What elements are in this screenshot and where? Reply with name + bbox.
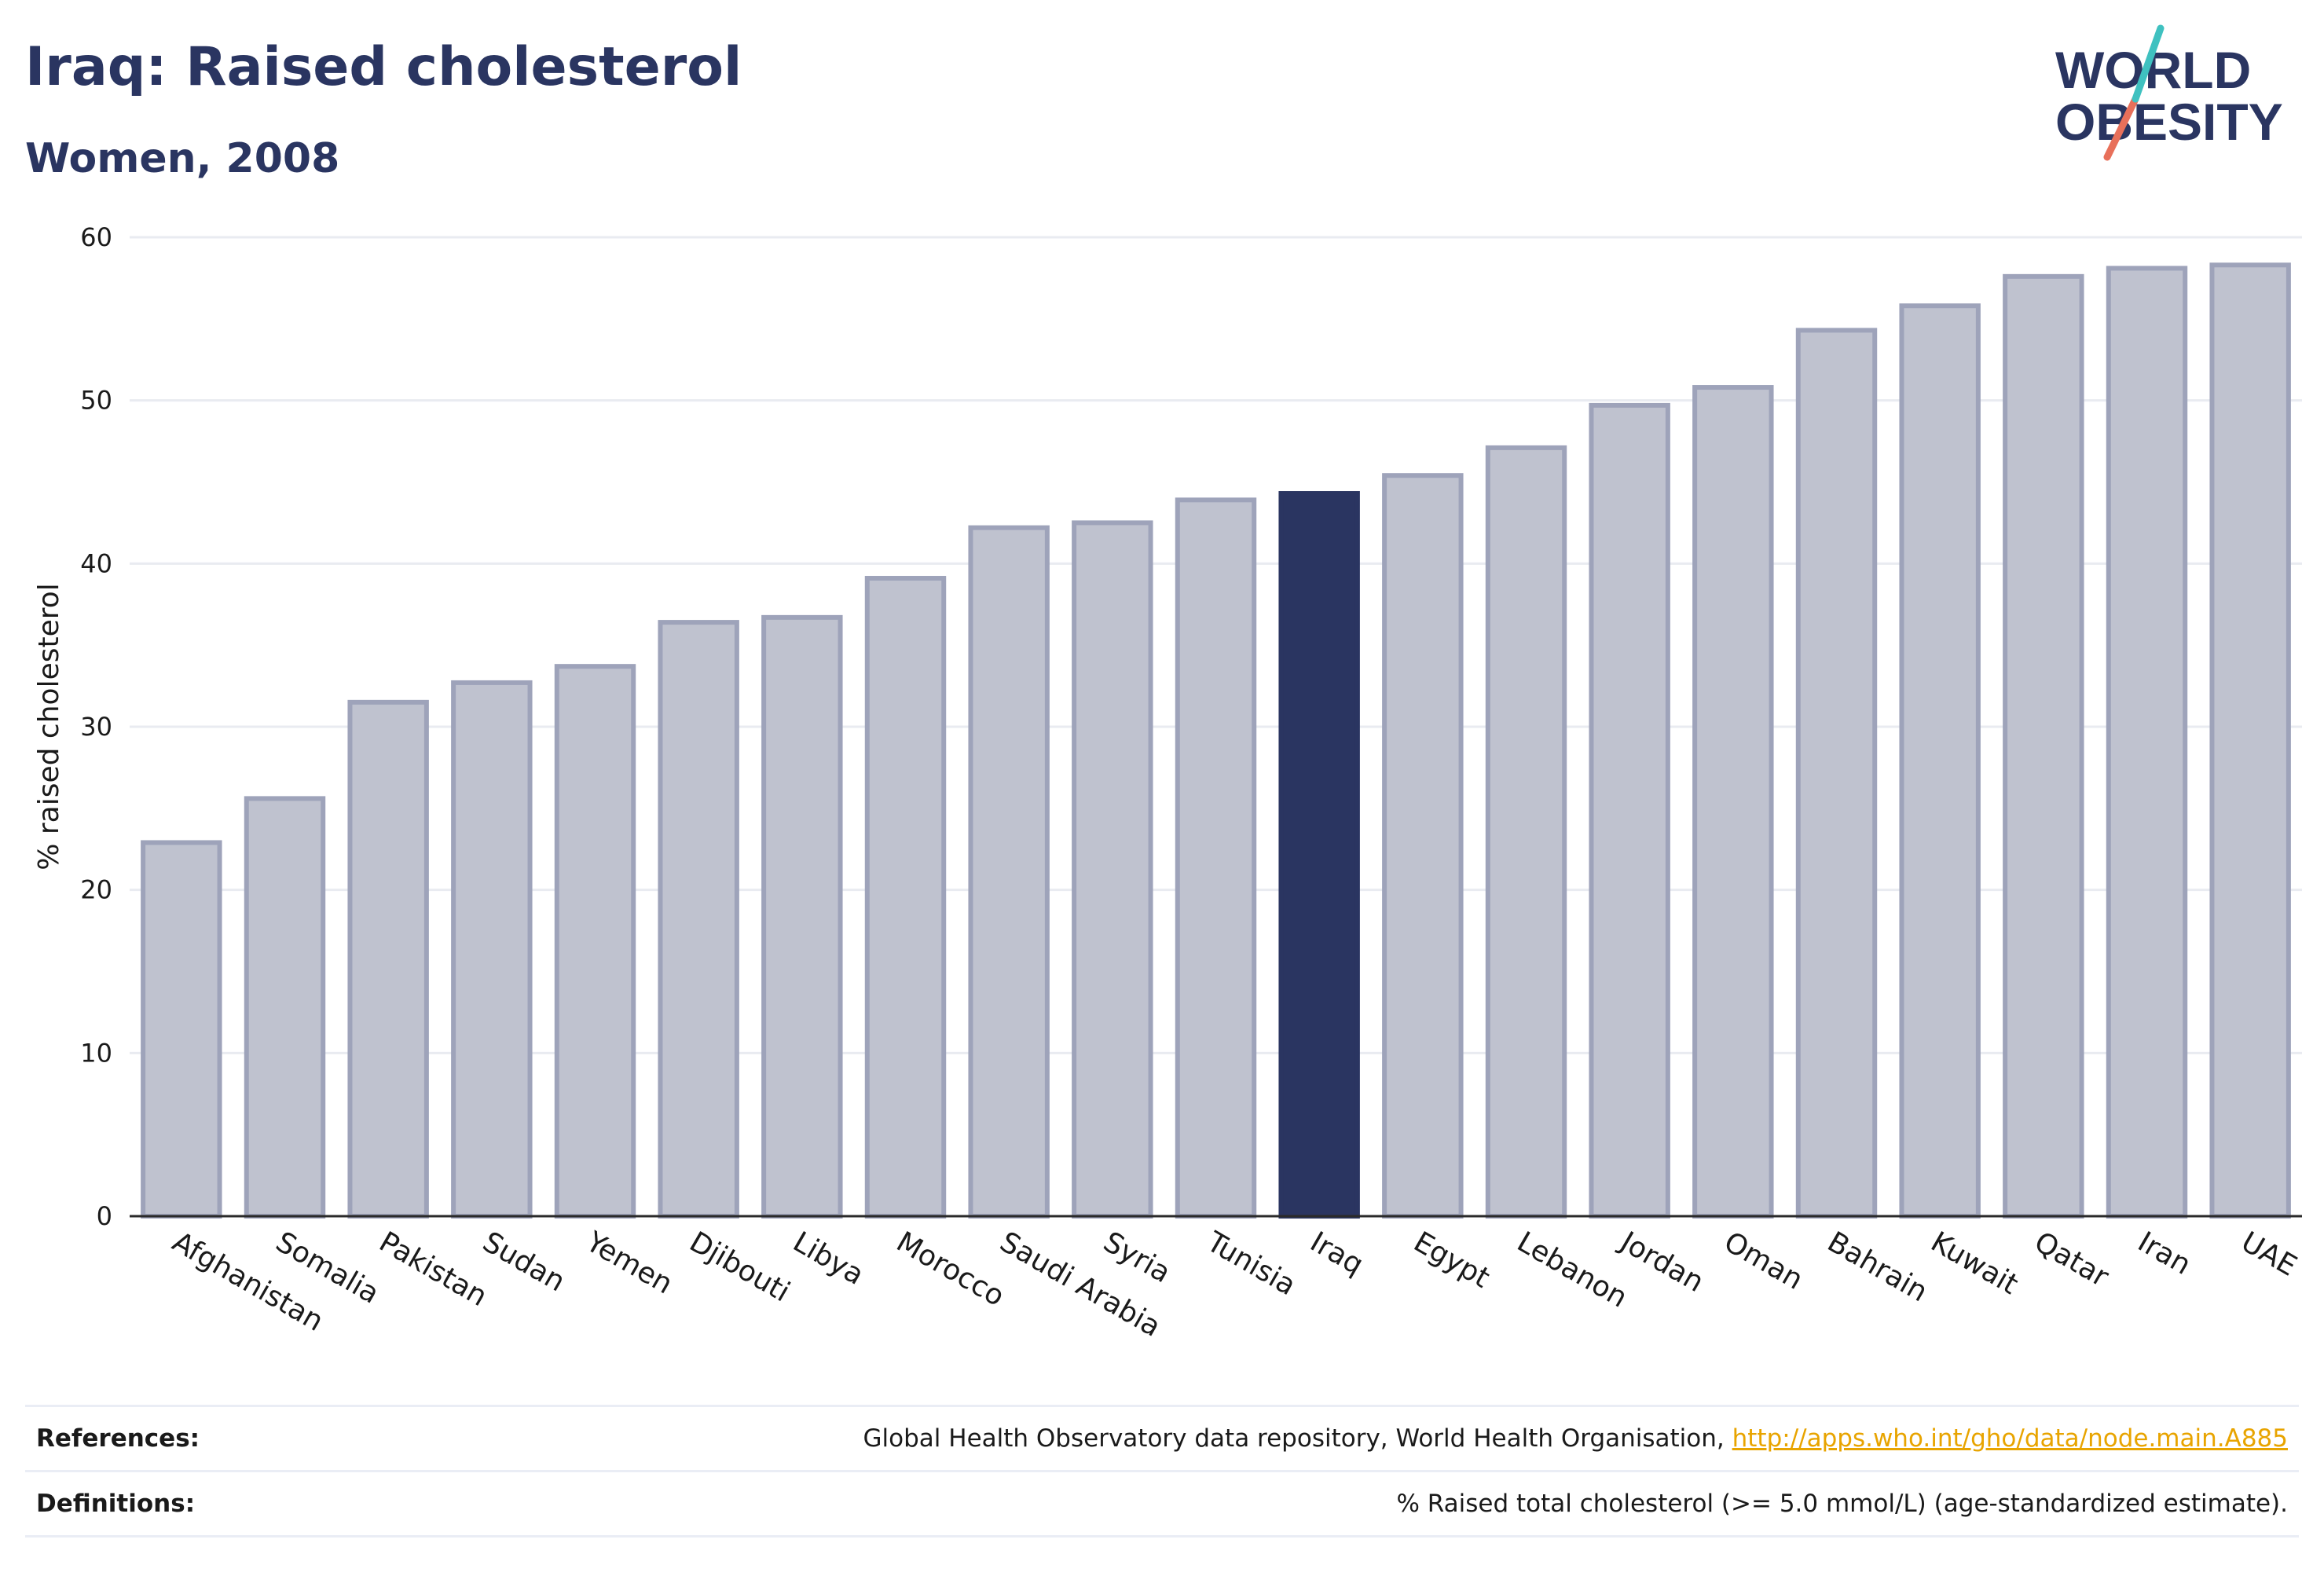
x-tick-label: Yemen xyxy=(580,1226,678,1301)
references-text: Global Health Observatory data repositor… xyxy=(863,1424,1725,1453)
bar-syria xyxy=(1072,520,1153,1219)
bar-jordan xyxy=(1589,402,1670,1219)
x-tick-label: Libya xyxy=(787,1226,869,1292)
bar-lebanon xyxy=(1485,445,1567,1219)
bar-afghanistan xyxy=(141,840,222,1219)
y-tick-label: 20 xyxy=(80,875,112,905)
x-tick-label: Sudan xyxy=(477,1226,570,1298)
bar-sudan xyxy=(451,680,533,1219)
bar-pakistan xyxy=(347,699,429,1219)
references-text-wrap: Global Health Observatory data repositor… xyxy=(863,1424,2299,1453)
y-tick-label: 50 xyxy=(80,386,112,416)
bar-tunisia xyxy=(1175,497,1257,1219)
x-tick-label: Kuwait xyxy=(1926,1226,2024,1301)
logo-line2: OBESITY xyxy=(2055,93,2283,151)
bar-egypt xyxy=(1382,473,1464,1219)
x-tick-label: Oman xyxy=(1718,1226,1808,1296)
definitions-text: % Raised total cholesterol (>= 5.0 mmol/… xyxy=(1396,1490,2288,1518)
y-axis-title: % raised cholesterol xyxy=(33,583,65,870)
x-tick-label: Tunisia xyxy=(1200,1226,1301,1302)
chart-subtitle: Women, 2008 xyxy=(25,135,340,182)
x-tick-label: UAE xyxy=(2236,1226,2302,1282)
x-tick-label: Egypt xyxy=(1408,1226,1494,1294)
bar-somalia xyxy=(244,796,326,1219)
definitions-row: Definitions: % Raised total cholesterol … xyxy=(25,1470,2299,1538)
definitions-label: Definitions: xyxy=(36,1490,196,1518)
x-tick-label: Lebanon xyxy=(1512,1226,1633,1314)
bar-kuwait xyxy=(1899,303,1981,1219)
bar-morocco xyxy=(864,576,947,1219)
references-label: References: xyxy=(36,1424,200,1453)
x-tick-label: Pakistan xyxy=(374,1226,493,1313)
bar-bahrain xyxy=(1795,328,1878,1219)
bar-oman xyxy=(1692,385,1774,1219)
x-tick-label: Bahrain xyxy=(1822,1226,1933,1308)
x-tick-label: Qatar xyxy=(2029,1226,2113,1293)
y-tick-label: 60 xyxy=(80,222,112,252)
bar-yemen xyxy=(554,664,636,1219)
bar-libya xyxy=(761,614,843,1219)
references-link[interactable]: http://apps.who.int/gho/data/node.main.A… xyxy=(1732,1424,2288,1453)
references-table: References: Global Health Observatory da… xyxy=(25,1405,2299,1538)
x-tick-label: Iraq xyxy=(1305,1226,1369,1281)
y-tick-label: 30 xyxy=(80,712,112,742)
chart-title: Iraq: Raised cholesterol xyxy=(25,36,742,98)
y-tick-label: 0 xyxy=(97,1201,112,1231)
y-tick-label: 10 xyxy=(80,1038,112,1068)
bar-uae xyxy=(2209,262,2291,1219)
references-row: References: Global Health Observatory da… xyxy=(25,1405,2299,1470)
x-tick-label: Iran xyxy=(2132,1226,2196,1281)
bar-saudi-arabia xyxy=(968,525,1050,1219)
x-tick-label: Morocco xyxy=(891,1226,1010,1313)
y-tick-label: 40 xyxy=(80,548,112,578)
x-tick-label: Djibouti xyxy=(684,1226,795,1308)
world-obesity-logo: WORLD OBESITY xyxy=(2055,24,2283,161)
bar-djibouti xyxy=(658,620,739,1219)
bar-iraq xyxy=(1278,491,1360,1219)
bar-qatar xyxy=(2003,273,2084,1219)
x-tick-label: Syria xyxy=(1098,1226,1175,1289)
bar-iran xyxy=(2106,266,2188,1219)
